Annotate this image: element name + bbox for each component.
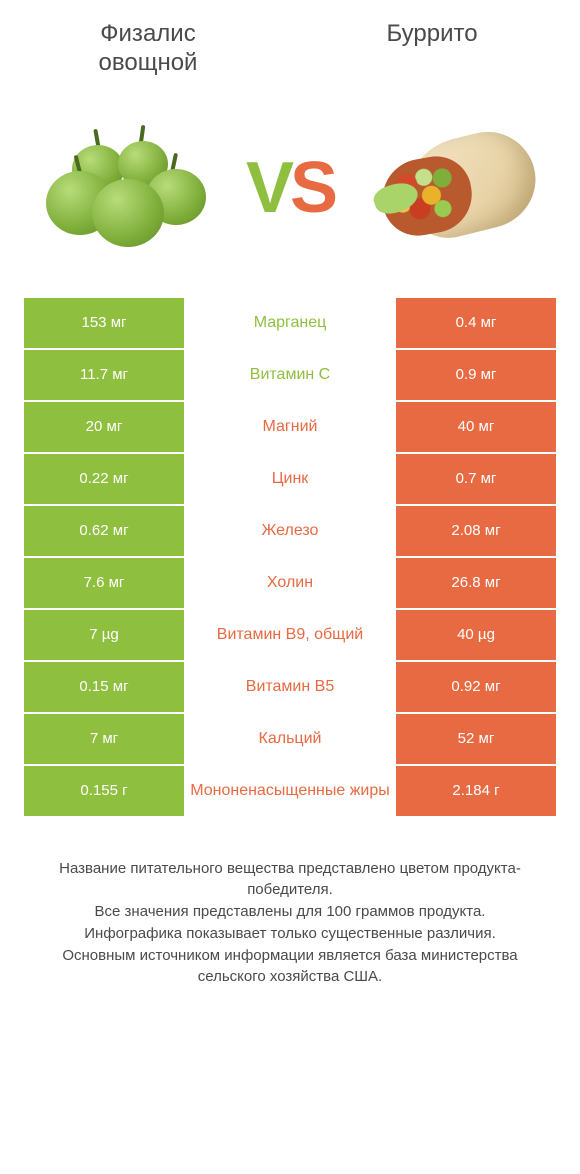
- nutrient-name-cell: Магний: [184, 402, 396, 452]
- table-row: 0.62 мгЖелезо2.08 мг: [24, 506, 556, 556]
- left-value-cell: 20 мг: [24, 402, 184, 452]
- right-value-cell: 0.9 мг: [396, 350, 556, 400]
- burrito-icon: [370, 128, 540, 248]
- table-row: 153 мгМарганец0.4 мг: [24, 298, 556, 348]
- right-food-title: Буррито: [332, 20, 532, 78]
- left-value-cell: 153 мг: [24, 298, 184, 348]
- nutrient-name-cell: Железо: [184, 506, 396, 556]
- nutrient-name-cell: Витамин B5: [184, 662, 396, 712]
- left-food-title: Физалис овощной: [48, 20, 248, 78]
- footer-line-2: Все значения представлены для 100 граммо…: [30, 901, 550, 923]
- right-value-cell: 0.92 мг: [396, 662, 556, 712]
- right-value-cell: 52 мг: [396, 714, 556, 764]
- table-row: 7.6 мгХолин26.8 мг: [24, 558, 556, 608]
- left-value-cell: 0.22 мг: [24, 454, 184, 504]
- footer-line-4: Основным источником информации является …: [30, 945, 550, 989]
- vs-label: VS: [246, 147, 334, 229]
- table-row: 0.155 гМононенасыщенные жиры2.184 г: [24, 766, 556, 816]
- vs-s-letter: S: [290, 148, 334, 228]
- nutrient-name-cell: Мононенасыщенные жиры: [184, 766, 396, 816]
- right-value-cell: 2.184 г: [396, 766, 556, 816]
- left-value-cell: 7 мг: [24, 714, 184, 764]
- left-value-cell: 0.155 г: [24, 766, 184, 816]
- images-row: VS: [0, 78, 580, 298]
- nutrient-name-cell: Цинк: [184, 454, 396, 504]
- left-value-cell: 7.6 мг: [24, 558, 184, 608]
- nutrient-name-cell: Марганец: [184, 298, 396, 348]
- nutrient-name-cell: Холин: [184, 558, 396, 608]
- nutrient-name-cell: Витамин B9, общий: [184, 610, 396, 660]
- left-value-cell: 11.7 мг: [24, 350, 184, 400]
- right-value-cell: 2.08 мг: [396, 506, 556, 556]
- table-row: 0.22 мгЦинк0.7 мг: [24, 454, 556, 504]
- right-value-cell: 0.7 мг: [396, 454, 556, 504]
- table-row: 20 мгМагний40 мг: [24, 402, 556, 452]
- footer-line-3: Инфографика показывает только существенн…: [30, 923, 550, 945]
- left-value-cell: 7 µg: [24, 610, 184, 660]
- left-value-cell: 0.62 мг: [24, 506, 184, 556]
- table-row: 7 µgВитамин B9, общий40 µg: [24, 610, 556, 660]
- right-value-cell: 40 µg: [396, 610, 556, 660]
- header: Физалис овощной Буррито: [0, 0, 580, 78]
- comparison-table: 153 мгМарганец0.4 мг11.7 мгВитамин C0.9 …: [0, 298, 580, 816]
- vs-v-letter: V: [246, 148, 290, 228]
- table-row: 7 мгКальций52 мг: [24, 714, 556, 764]
- right-value-cell: 40 мг: [396, 402, 556, 452]
- left-food-image: [40, 118, 210, 258]
- table-row: 0.15 мгВитамин B50.92 мг: [24, 662, 556, 712]
- nutrient-name-cell: Витамин C: [184, 350, 396, 400]
- right-food-image: [370, 118, 540, 258]
- nutrient-name-cell: Кальций: [184, 714, 396, 764]
- left-value-cell: 0.15 мг: [24, 662, 184, 712]
- tomatillo-icon: [40, 123, 210, 253]
- table-row: 11.7 мгВитамин C0.9 мг: [24, 350, 556, 400]
- right-value-cell: 0.4 мг: [396, 298, 556, 348]
- footer-line-1: Название питательного вещества представл…: [30, 858, 550, 902]
- right-value-cell: 26.8 мг: [396, 558, 556, 608]
- footer: Название питательного вещества представл…: [0, 818, 580, 989]
